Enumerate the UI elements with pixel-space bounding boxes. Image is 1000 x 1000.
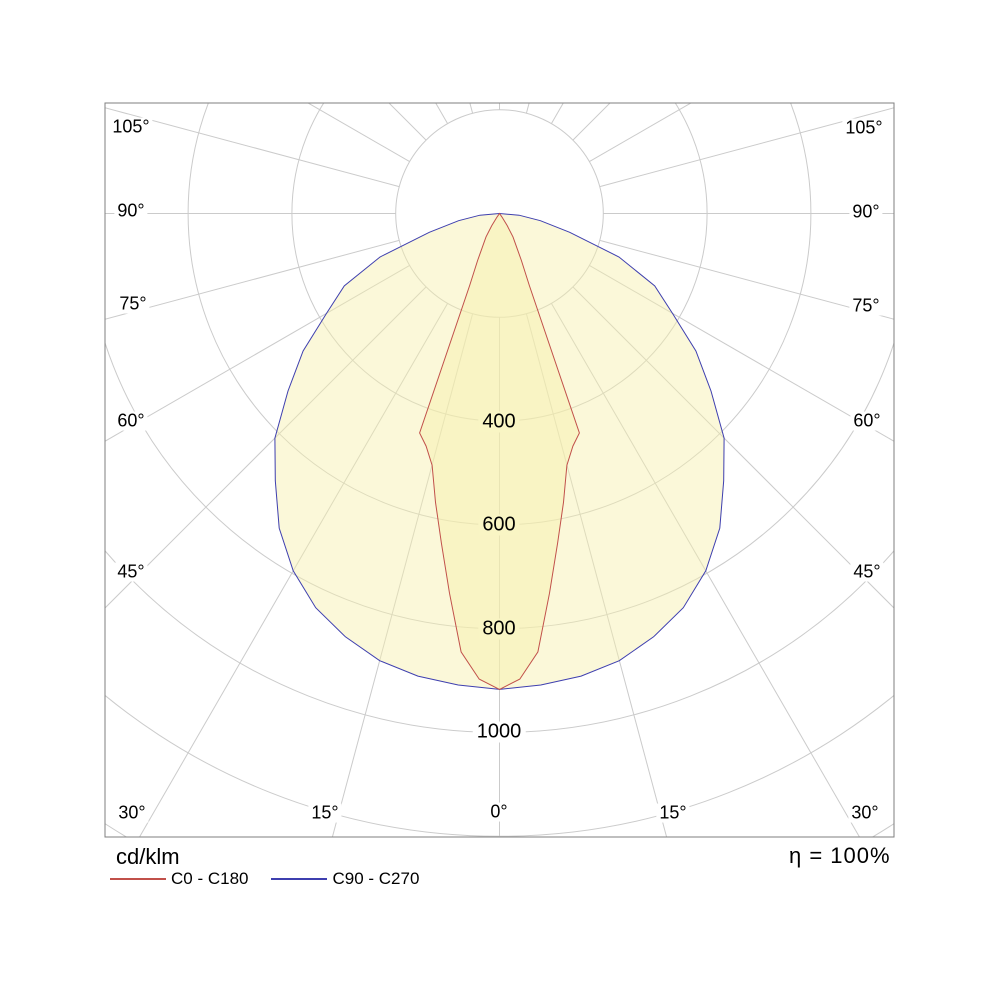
legend-label-c90-c270: C90 - C270 [332, 869, 420, 888]
ring-label: 800 [478, 618, 520, 640]
legend-line-c0-c180-icon [110, 878, 166, 880]
angle-label: 60° [850, 411, 884, 431]
ring-label: 600 [478, 514, 520, 536]
legend-label-c0-c180: C0 - C180 [171, 869, 249, 888]
ring-label: 1000 [472, 721, 526, 743]
angle-label: 90° [114, 201, 148, 221]
legend-line-c90-c270-icon [271, 878, 328, 880]
angle-label: 45° [114, 562, 148, 582]
angle-label: 15° [656, 803, 690, 823]
ring-label: 400 [478, 411, 520, 433]
angle-label: 15° [308, 803, 342, 823]
units-label: cd/klm [116, 844, 180, 869]
angle-label: 0° [487, 802, 511, 822]
angle-label: 90° [849, 202, 883, 222]
c0-c180-curve [419, 212, 580, 690]
angle-label: 105° [842, 118, 886, 138]
plot-border [104, 102, 895, 838]
angle-label: 45° [850, 562, 884, 582]
angle-label: 75° [116, 294, 150, 314]
angle-label: 105° [109, 117, 153, 137]
angle-label: 30° [848, 803, 882, 823]
angle-label: 30° [115, 803, 149, 823]
angle-label: 75° [849, 296, 883, 316]
efficiency-label: η = 100% [789, 843, 891, 868]
legend: C0 - C180 C90 - C270 [110, 869, 419, 889]
angle-label: 60° [114, 411, 148, 431]
